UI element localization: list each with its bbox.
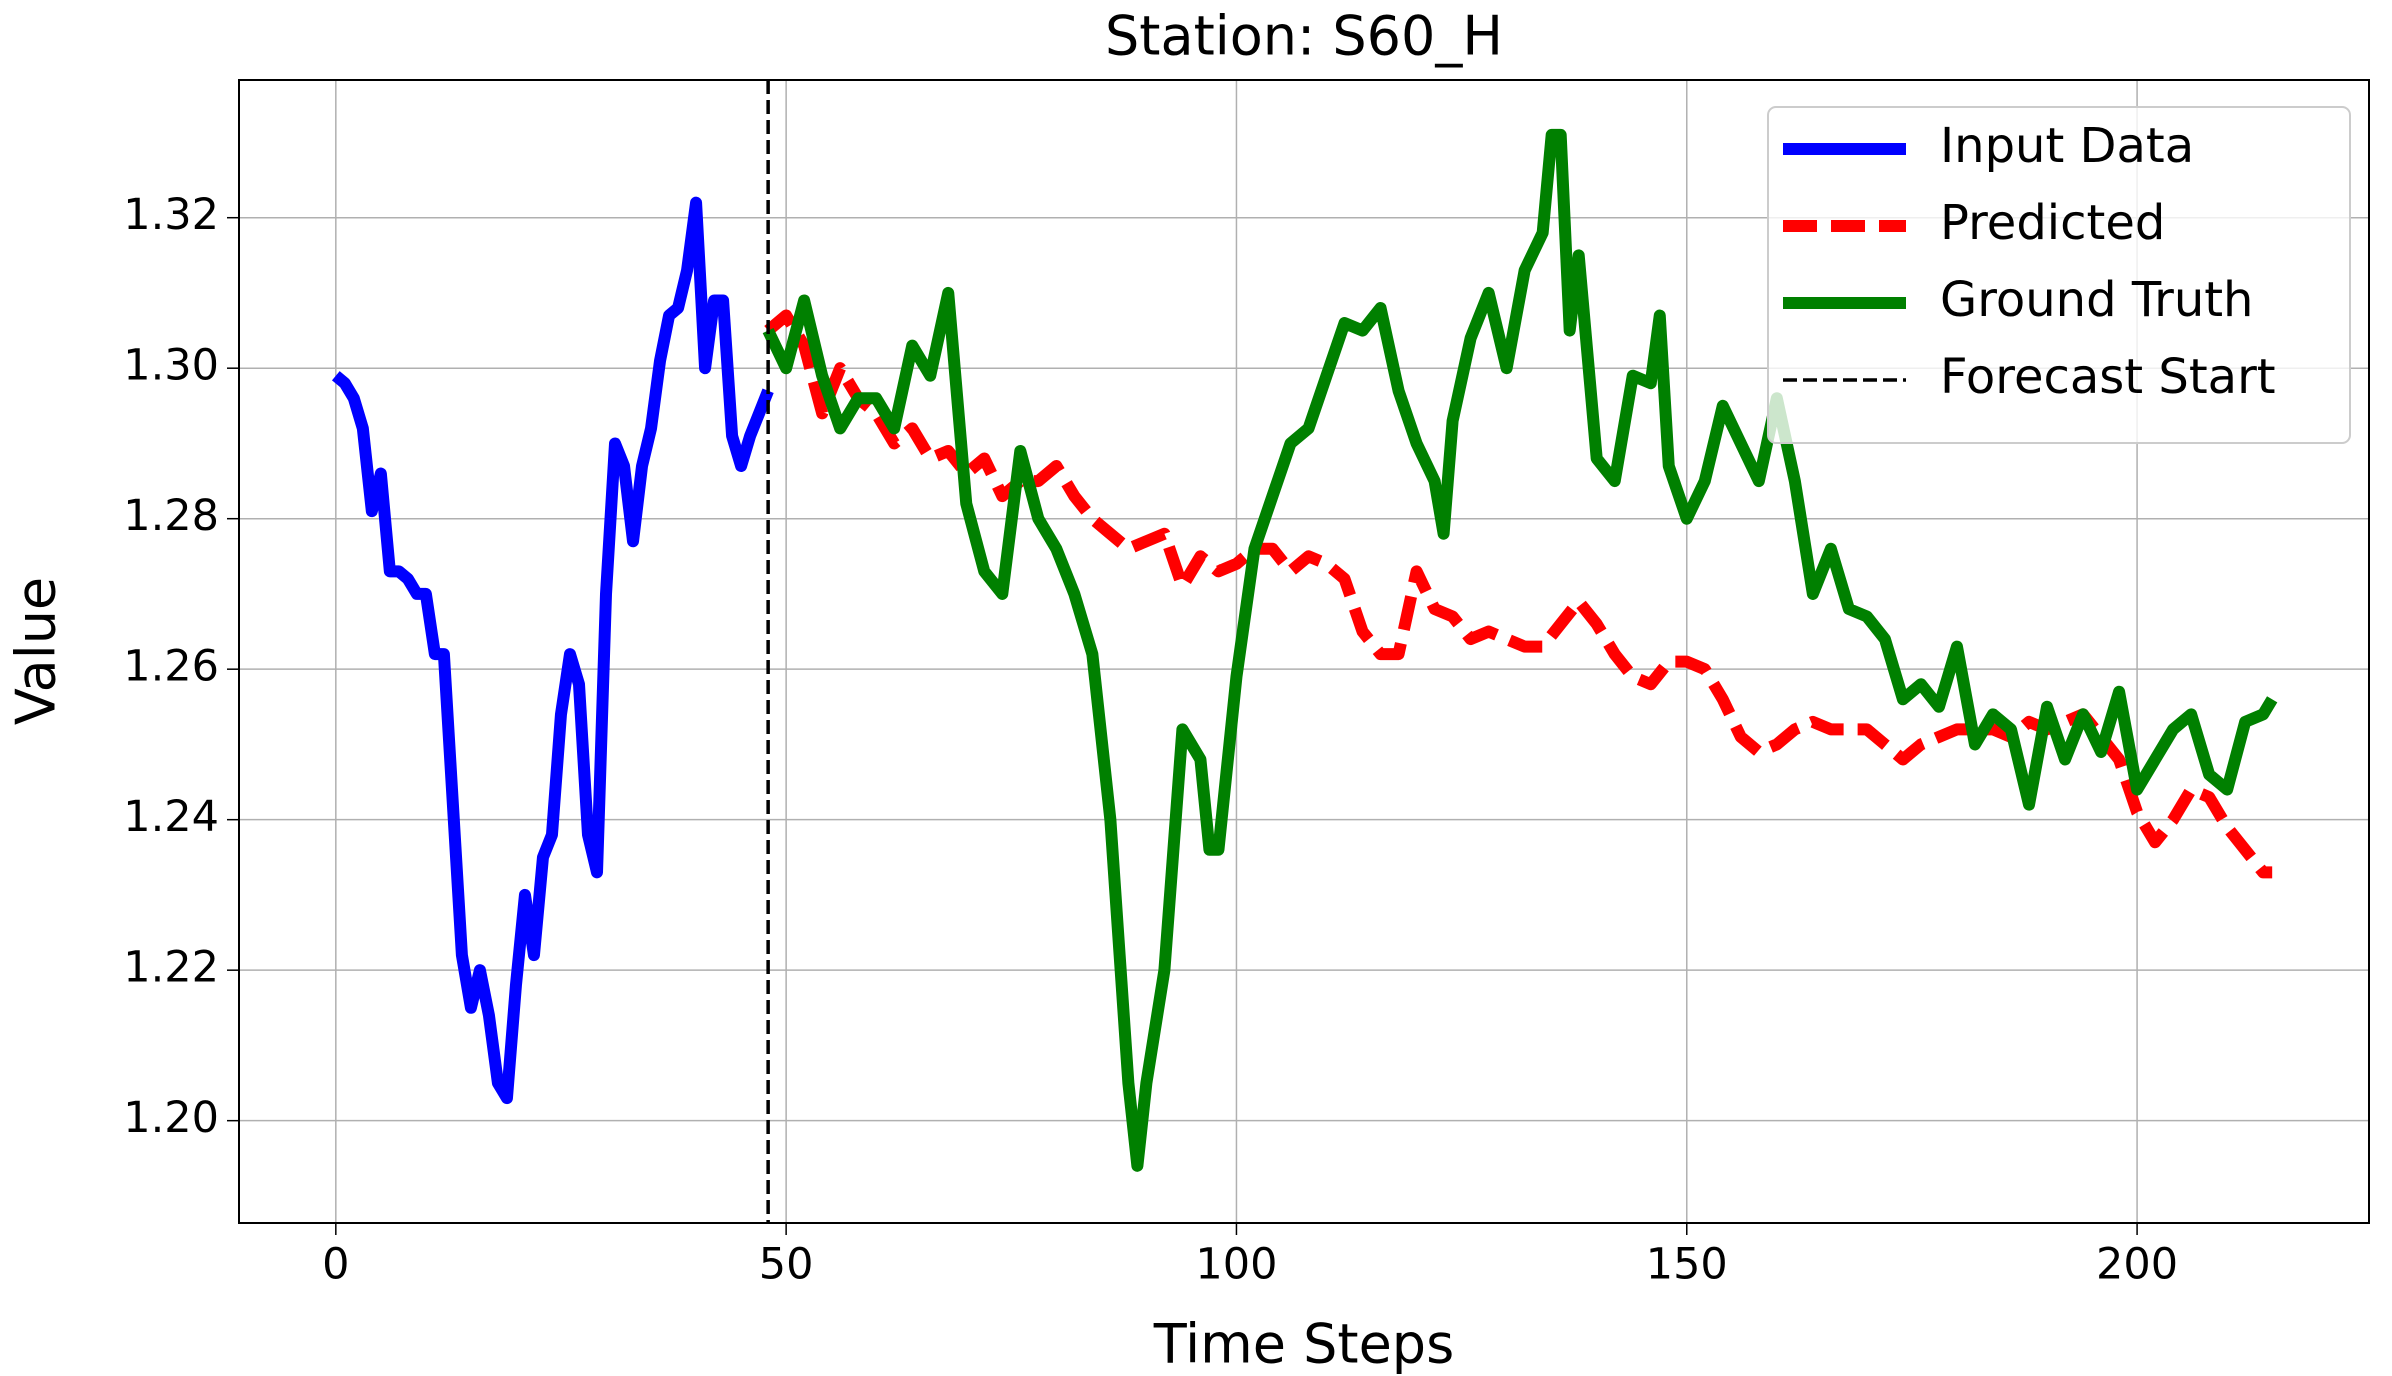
data-line xyxy=(764,309,2273,879)
y-tick-label: 1.24 xyxy=(123,792,219,842)
data-line xyxy=(331,196,774,1105)
y-tick-label: 1.22 xyxy=(123,943,219,993)
legend-label: Ground Truth xyxy=(1940,272,2253,328)
chart-title: Station: S60_H xyxy=(1105,5,1503,68)
legend-label: Input Data xyxy=(1940,118,2194,174)
x-tick-label: 150 xyxy=(1646,1240,1728,1290)
data-line xyxy=(762,128,2278,1172)
x-tick-label: 50 xyxy=(759,1240,814,1290)
legend-label: Forecast Start xyxy=(1940,349,2276,405)
legend: Input Data Predicted Ground Truth Forecast … xyxy=(1767,106,2351,444)
y-tick-label: 1.26 xyxy=(123,642,219,692)
x-tick-label: 100 xyxy=(1195,1240,1277,1290)
legend-frame xyxy=(1767,106,2351,444)
y-tick-label: 1.28 xyxy=(123,491,219,541)
legend-label: Predicted xyxy=(1940,195,2165,251)
x-axis-label: Time Steps xyxy=(1153,1313,1454,1376)
x-tick-label: 0 xyxy=(322,1240,349,1290)
y-tick-label: 1.30 xyxy=(123,341,219,391)
plot-frame xyxy=(238,79,2370,1224)
x-tick-label: 200 xyxy=(2096,1240,2178,1290)
y-tick-label: 1.20 xyxy=(123,1093,219,1143)
y-axis-label: Value xyxy=(5,577,68,725)
y-tick-label: 1.32 xyxy=(123,190,219,240)
